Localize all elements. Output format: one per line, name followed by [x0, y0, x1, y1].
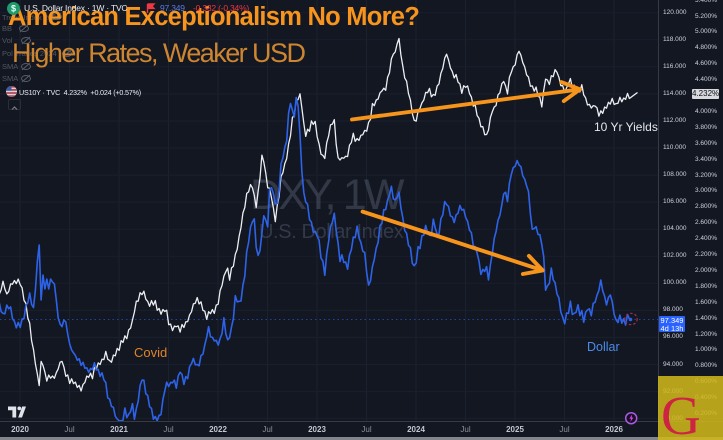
svg-text:$: $ — [11, 3, 16, 13]
